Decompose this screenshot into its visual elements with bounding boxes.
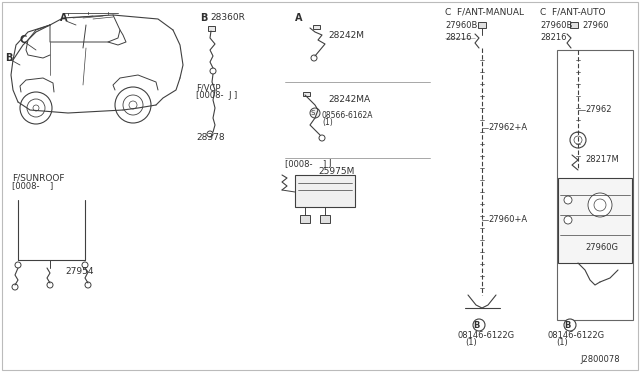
Circle shape — [594, 199, 606, 211]
Bar — [558, 178, 632, 263]
Circle shape — [123, 95, 143, 115]
Text: 27960B: 27960B — [540, 22, 572, 31]
Circle shape — [207, 131, 213, 137]
Text: 27962: 27962 — [585, 106, 611, 115]
Text: [0008-    ]: [0008- ] — [285, 160, 326, 169]
Text: 27960: 27960 — [582, 22, 609, 31]
Text: 27960B: 27960B — [445, 22, 477, 31]
Text: A: A — [295, 13, 303, 23]
Circle shape — [570, 132, 586, 148]
Circle shape — [311, 55, 317, 61]
Bar — [303, 92, 310, 96]
Text: B: B — [5, 53, 12, 63]
Circle shape — [310, 108, 320, 118]
Circle shape — [129, 101, 137, 109]
Text: 28216: 28216 — [445, 33, 472, 42]
Text: 28378: 28378 — [196, 132, 225, 141]
Circle shape — [588, 193, 612, 217]
Text: 27960G: 27960G — [585, 244, 618, 253]
Text: (1): (1) — [322, 119, 333, 128]
Text: 28242MA: 28242MA — [328, 96, 370, 105]
Bar — [478, 22, 486, 28]
Text: F/VCP: F/VCP — [196, 83, 221, 93]
Circle shape — [33, 105, 39, 111]
Text: 28216: 28216 — [540, 33, 566, 42]
Circle shape — [115, 87, 151, 123]
Circle shape — [210, 68, 216, 74]
Text: S: S — [310, 110, 315, 116]
Text: 27962+A: 27962+A — [488, 124, 527, 132]
Text: B: B — [564, 321, 570, 330]
Bar — [557, 50, 633, 320]
Text: 28217M: 28217M — [585, 155, 619, 164]
Circle shape — [564, 319, 576, 331]
Text: [0008-    ]: [0008- ] — [196, 90, 237, 99]
Circle shape — [20, 92, 52, 124]
Text: C  F/ANT-AUTO: C F/ANT-AUTO — [540, 7, 605, 16]
Circle shape — [82, 262, 88, 268]
Text: J: J — [228, 90, 230, 99]
Bar — [570, 22, 578, 28]
Text: B: B — [200, 13, 207, 23]
Bar — [320, 215, 330, 223]
Text: B: B — [473, 321, 479, 330]
Text: C  F/ANT-MANUAL: C F/ANT-MANUAL — [445, 7, 524, 16]
Text: C: C — [20, 35, 28, 45]
Circle shape — [319, 135, 325, 141]
Text: A: A — [60, 13, 67, 23]
Text: 27960+A: 27960+A — [488, 215, 527, 224]
Text: 28242M: 28242M — [328, 32, 364, 41]
Text: [0008-    ]: [0008- ] — [12, 182, 53, 190]
Circle shape — [47, 282, 53, 288]
Text: J2800078: J2800078 — [580, 356, 620, 365]
Text: 25975M: 25975M — [318, 167, 355, 176]
Circle shape — [473, 319, 485, 331]
Text: 08146-6122G: 08146-6122G — [548, 330, 605, 340]
Circle shape — [12, 284, 18, 290]
Bar — [300, 215, 310, 223]
Text: (1): (1) — [465, 337, 477, 346]
Text: 28360R: 28360R — [210, 13, 245, 22]
Bar — [208, 26, 215, 31]
Text: 08146-6122G: 08146-6122G — [457, 330, 514, 340]
Bar — [313, 25, 320, 29]
Text: 27954: 27954 — [65, 267, 93, 276]
Circle shape — [15, 262, 21, 268]
Circle shape — [564, 216, 572, 224]
Text: 08566-6162A: 08566-6162A — [322, 112, 374, 121]
Circle shape — [85, 282, 91, 288]
Circle shape — [27, 99, 45, 117]
Text: F/SUNROOF: F/SUNROOF — [12, 173, 65, 183]
Text: J: J — [328, 160, 331, 169]
Circle shape — [574, 136, 582, 144]
Circle shape — [564, 196, 572, 204]
Bar — [295, 175, 355, 207]
Text: (1): (1) — [556, 337, 568, 346]
